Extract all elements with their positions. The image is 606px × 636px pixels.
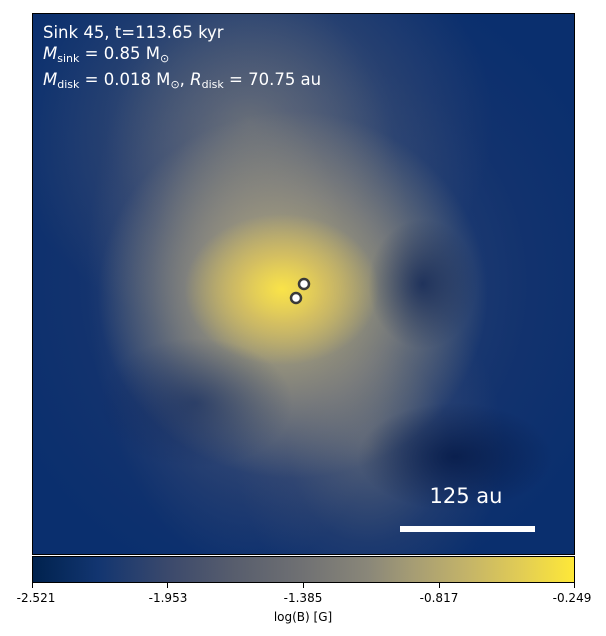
colorbar-tick-mark <box>167 583 168 588</box>
colorbar-tick-mark <box>574 583 575 588</box>
mdisk-subscript: disk <box>57 78 80 91</box>
colorbar-tick-mark <box>32 583 33 588</box>
msun-subscript: ⊙ <box>159 52 170 65</box>
rdisk-symbol: R <box>190 70 202 89</box>
colorbar-tick-label: -1.385 <box>283 591 323 605</box>
msink-value: = 0.85 M <box>79 44 160 63</box>
mdisk-symbol: M <box>43 70 58 89</box>
colorbar <box>32 556 575 583</box>
msun-subscript: ⊙ <box>170 78 180 91</box>
scale-bar-label: 125 au <box>429 484 503 508</box>
disk-properties-line: Mdisk = 0.018 M⊙, Rdisk = 70.75 au <box>43 69 321 95</box>
mdisk-value: = 0.018 M <box>79 70 171 89</box>
sink-marker <box>297 277 311 291</box>
rdisk-value: = 70.75 au <box>223 70 322 89</box>
sink-title: Sink 45, t=113.65 kyr <box>43 23 224 42</box>
colorbar-tick-mark <box>439 583 440 588</box>
magnetic-field-map: Sink 45, t=113.65 kyr Msink = 0.85 M⊙ Md… <box>32 13 575 555</box>
colorbar-tick-label: -0.249 <box>552 591 592 605</box>
sink-marker <box>289 291 303 305</box>
msink-subscript: sink <box>57 52 80 65</box>
rdisk-subscript: disk <box>201 78 224 91</box>
scale-bar <box>400 526 535 532</box>
colorbar-tick-mark <box>303 583 304 588</box>
sink-markers <box>289 277 311 305</box>
sink-mass-line: Msink = 0.85 M⊙ <box>43 43 321 69</box>
msink-symbol: M <box>43 44 58 63</box>
separator: , <box>179 70 191 89</box>
panel-annotation: Sink 45, t=113.65 kyr Msink = 0.85 M⊙ Md… <box>43 22 321 95</box>
colorbar-tick-label: -2.521 <box>16 591 56 605</box>
colorbar-label: log(B) [G] <box>273 610 333 624</box>
colorbar-tick-label: -1.953 <box>148 591 188 605</box>
colorbar-tick-label: -0.817 <box>419 591 459 605</box>
